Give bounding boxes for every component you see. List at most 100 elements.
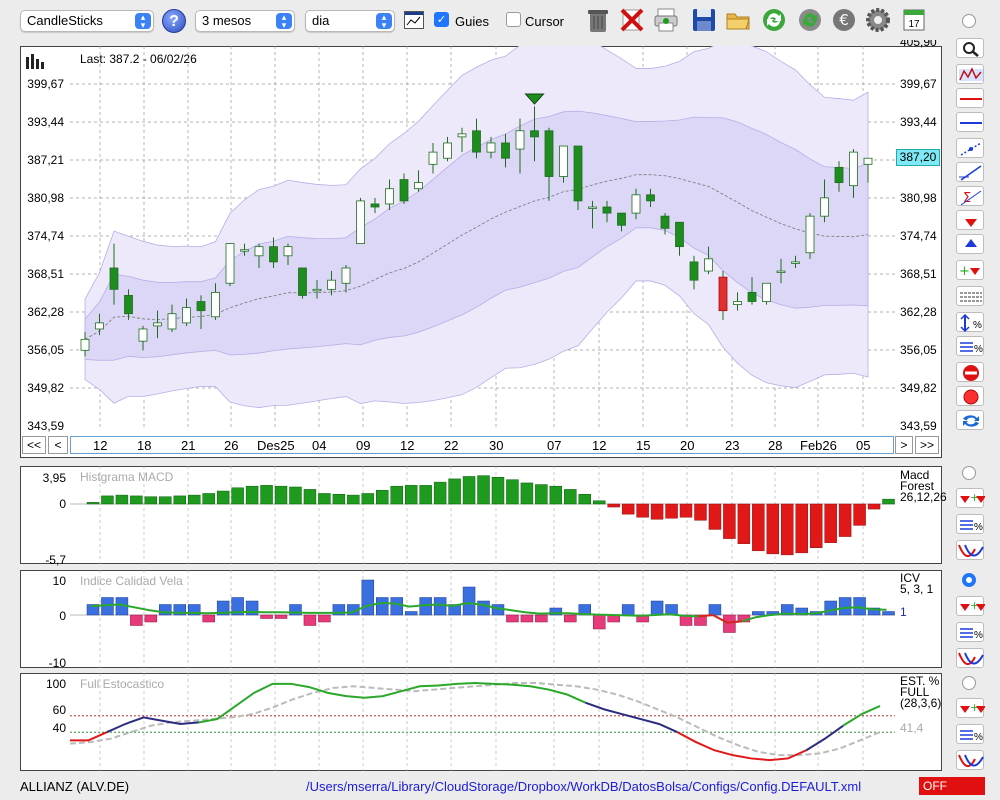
macd-bar bbox=[86, 502, 100, 505]
panel-radio-main[interactable] bbox=[962, 14, 976, 28]
icv-bar bbox=[188, 604, 201, 616]
macd-bar bbox=[491, 477, 505, 505]
grid-lines-icon[interactable] bbox=[956, 286, 984, 306]
panel-radio-icv[interactable] bbox=[962, 573, 976, 587]
delete-icon[interactable] bbox=[618, 6, 646, 34]
record-icon[interactable] bbox=[956, 386, 984, 406]
icv-signal-negative bbox=[698, 613, 742, 624]
add-remove-marks-icon[interactable]: + bbox=[956, 260, 984, 280]
period-select[interactable]: 3 mesos ▴ ▾ bbox=[195, 10, 295, 32]
panel-radio-macd[interactable] bbox=[962, 466, 976, 480]
macd-percent-icon[interactable]: % bbox=[956, 514, 984, 534]
horizontal-line-red-icon[interactable] bbox=[956, 88, 984, 108]
icv-bar bbox=[433, 597, 447, 616]
no-entry-icon[interactable] bbox=[956, 362, 984, 382]
percent-range-icon[interactable]: % bbox=[956, 312, 984, 333]
timeline-scrollbar[interactable] bbox=[70, 436, 894, 454]
macd-bar bbox=[665, 503, 678, 519]
macd-bar bbox=[289, 486, 302, 505]
icv-curve-icon[interactable] bbox=[956, 648, 984, 668]
interval-select[interactable]: dia ▴ ▾ bbox=[305, 10, 395, 32]
macd-bar bbox=[419, 485, 432, 505]
zoom-icon[interactable] bbox=[956, 38, 984, 58]
macd-bar bbox=[795, 503, 808, 554]
arrow-up-blue-icon[interactable] bbox=[956, 234, 984, 254]
icv-arrows-icon[interactable]: + bbox=[956, 596, 986, 616]
x-tick-label: 15 bbox=[636, 438, 651, 453]
macd-bar bbox=[361, 493, 375, 505]
cursor-checkbox[interactable] bbox=[506, 12, 521, 27]
candle bbox=[515, 118, 525, 174]
chart-type-select[interactable]: CandleSticks ▴ ▾ bbox=[20, 10, 154, 32]
stochastic-curve-icon[interactable] bbox=[956, 750, 984, 770]
y-tick-right: 368,51 bbox=[900, 267, 937, 282]
candle bbox=[399, 173, 409, 204]
nav-first-button[interactable]: << bbox=[22, 436, 46, 454]
macd-bar bbox=[216, 490, 230, 505]
icv-title: Indice Calidad Vela bbox=[80, 574, 183, 588]
macd-curve-icon[interactable] bbox=[956, 540, 984, 560]
candlestick-plot[interactable] bbox=[70, 46, 895, 430]
icv-bar bbox=[853, 597, 866, 616]
macd-bar bbox=[593, 500, 606, 505]
trendline-icon[interactable] bbox=[956, 162, 984, 182]
arrow-down-red-icon[interactable] bbox=[956, 210, 984, 230]
y-tick-right: 374,74 bbox=[900, 229, 937, 244]
folder-icon[interactable] bbox=[724, 6, 752, 34]
y-tick-left: 387,21 bbox=[27, 152, 64, 167]
trendline-dashed-icon[interactable] bbox=[956, 138, 984, 158]
macd-bar bbox=[737, 503, 751, 544]
svg-text:+: + bbox=[970, 491, 979, 504]
nav-next-button[interactable]: > bbox=[895, 436, 913, 454]
y-tick-left: 380,98 bbox=[27, 190, 64, 205]
stochastic-title: Full Estocastico bbox=[80, 677, 165, 691]
horizontal-line-blue-icon[interactable] bbox=[956, 112, 984, 132]
icv-bar bbox=[216, 600, 230, 616]
candle bbox=[124, 289, 133, 320]
stochastic-arrows-icon[interactable]: + bbox=[956, 698, 986, 718]
stochastic-line-mid bbox=[106, 716, 199, 734]
sigma-icon[interactable]: Σ bbox=[956, 186, 984, 206]
sto-label-2: FULL bbox=[900, 685, 930, 699]
icv-signal-value: 1 bbox=[900, 605, 907, 619]
save-icon[interactable] bbox=[690, 6, 718, 34]
x-tick-label: 26 bbox=[224, 438, 239, 453]
panel-radio-stochastic[interactable] bbox=[962, 676, 976, 690]
print-icon[interactable] bbox=[652, 6, 680, 34]
y-tick-right: 356,05 bbox=[900, 343, 937, 357]
candle bbox=[863, 157, 873, 183]
stochastic-line-high bbox=[842, 705, 881, 727]
nav-last-button[interactable]: >> bbox=[915, 436, 939, 454]
icv-panel[interactable] bbox=[20, 570, 942, 668]
stochastic-percent-icon[interactable]: % bbox=[956, 724, 984, 744]
chart-style-icon[interactable] bbox=[956, 64, 984, 84]
trash-icon[interactable] bbox=[584, 6, 612, 34]
euro-icon[interactable]: € bbox=[830, 6, 858, 34]
icv-bar bbox=[867, 607, 881, 616]
calendar-icon[interactable]: 17 bbox=[900, 6, 928, 34]
macd-bar bbox=[752, 503, 765, 552]
candle bbox=[240, 243, 249, 256]
y-tick-right: 362,28 bbox=[900, 305, 937, 320]
swap-icon[interactable] bbox=[956, 410, 984, 430]
y-top-partial: 405,90 bbox=[900, 40, 937, 48]
gear-icon[interactable] bbox=[864, 6, 892, 34]
icv-bar bbox=[260, 614, 273, 619]
config-path-link[interactable]: /Users/mserra/Library/CloudStorage/Dropb… bbox=[306, 779, 862, 794]
update-icon[interactable] bbox=[796, 6, 824, 34]
icv-bar bbox=[520, 614, 534, 623]
chart-icon[interactable] bbox=[404, 11, 424, 29]
nav-prev-button[interactable]: < bbox=[48, 436, 68, 454]
icv-bar bbox=[882, 611, 895, 616]
help-icon[interactable]: ? bbox=[162, 9, 186, 33]
candle bbox=[530, 106, 539, 162]
icv-bar bbox=[245, 600, 259, 616]
refresh-icon[interactable] bbox=[760, 6, 788, 34]
percent-lines-icon[interactable]: % bbox=[956, 336, 984, 356]
macd-arrows-icon[interactable]: + bbox=[956, 488, 986, 508]
icv-percent-icon[interactable]: % bbox=[956, 622, 984, 642]
guides-checkbox[interactable]: ✓ bbox=[434, 12, 449, 27]
svg-text:+: + bbox=[970, 599, 979, 612]
bars-icon[interactable] bbox=[25, 51, 47, 72]
macd-bar bbox=[621, 503, 635, 515]
